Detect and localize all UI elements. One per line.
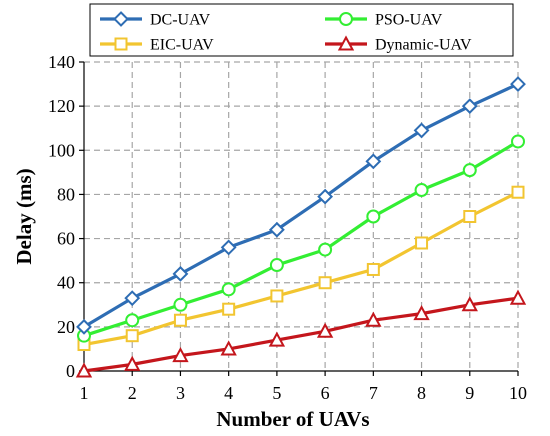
y-tick-label: 100 [48,140,75,160]
x-axis-title: Number of UAVs [216,407,369,431]
legend-label: Dynamic-UAV [375,37,472,54]
x-tick-label: 8 [417,383,426,403]
y-tick-label: 140 [48,52,75,72]
data-point [270,289,284,303]
legend-item: PSO-UAV [325,12,443,29]
series-line [83,140,519,338]
x-tick-label: 2 [128,383,137,403]
y-tick-label: 60 [57,229,75,249]
legend-item: DC-UAV [100,11,211,29]
data-point [221,282,236,297]
y-tick-label: 20 [57,317,75,337]
series-dynamic-uav [75,289,527,378]
data-point [269,258,284,273]
data-point [509,289,527,305]
data-point [75,362,93,378]
data-point [316,322,334,338]
legend-marker [113,11,129,27]
data-point [317,188,334,205]
series-dc-uav [76,76,526,335]
data-point [415,236,429,250]
data-point [366,209,381,224]
data-point [76,318,92,335]
legend-item: EIC-UAV [100,37,214,54]
data-point [125,329,139,343]
tick-labels: 0 20 40 60 80 100 120 140 1 2 3 4 5 6 7 8 9 10 [48,52,527,403]
data-point [124,355,141,371]
data-point [365,153,382,170]
data-point [511,185,525,199]
data-point [318,276,332,290]
legend-marker [339,12,353,26]
x-tick-label: 1 [80,383,89,403]
data-point [461,296,478,312]
data-point [413,122,430,139]
data-point [172,346,189,363]
x-tick-label: 3 [176,383,185,403]
legend-marker [337,35,355,51]
y-axis-title: Delay (ms) [12,168,36,264]
data-point [125,313,140,328]
x-tick-label: 9 [465,383,474,403]
x-tick-label: 7 [369,383,378,403]
data-point [510,76,526,92]
data-point [268,331,286,347]
legend-label: EIC-UAV [150,37,214,54]
series-line [83,82,519,329]
data-series [75,76,527,378]
data-point [366,262,380,276]
data-point [222,302,236,316]
y-tick-label: 0 [66,361,75,381]
legend-label: PSO-UAV [375,12,443,29]
legend: DC-UAV PSO-UAV EIC-UAV Dynamic-UAV [89,3,514,57]
data-point [462,163,477,178]
legend-item: Dynamic-UAV [325,35,472,54]
series-line [83,190,519,347]
data-point [413,305,430,321]
data-point [173,313,187,327]
data-point [124,290,141,307]
data-point [220,239,237,256]
data-point [461,98,478,115]
x-tick-label: 4 [224,383,233,403]
data-point [463,210,477,223]
data-point [318,242,333,257]
series-pso-uav [77,134,525,343]
data-point [511,134,525,149]
legend-box [89,3,514,57]
data-point [220,340,237,356]
data-point [268,221,285,238]
x-tick-label: 6 [321,383,330,403]
y-tick-label: 80 [57,184,75,204]
data-point [172,265,189,282]
y-tick-label: 120 [48,96,75,116]
x-tick-label: 10 [509,383,527,403]
data-point [365,311,382,327]
data-point [173,297,188,312]
legend-label: DC-UAV [150,12,211,29]
series-eic-uav [77,185,525,352]
y-tick-label: 40 [57,273,75,293]
data-point [414,183,429,198]
series-line [83,296,519,373]
x-tick-label: 5 [272,383,281,403]
legend-marker [114,37,128,51]
